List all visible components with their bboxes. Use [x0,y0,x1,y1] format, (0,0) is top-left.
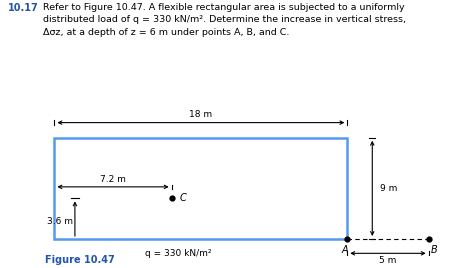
Text: 5 m: 5 m [379,256,397,265]
Text: A: A [342,245,348,255]
Text: 9 m: 9 m [380,184,398,193]
Text: C: C [180,193,187,203]
Text: B: B [431,245,438,255]
Bar [54,138,347,239]
Text: 3.6 m: 3.6 m [47,217,73,226]
Text: Figure 10.47: Figure 10.47 [45,255,115,265]
Text: 10.17: 10.17 [8,3,39,13]
Text: Refer to Figure 10.47. A flexible rectangular area is subjected to a uniformly
d: Refer to Figure 10.47. A flexible rectan… [43,3,406,36]
Text: q = 330 kN/m²: q = 330 kN/m² [145,250,212,258]
Text: 18 m: 18 m [189,110,212,119]
Text: 7.2 m: 7.2 m [100,174,126,184]
